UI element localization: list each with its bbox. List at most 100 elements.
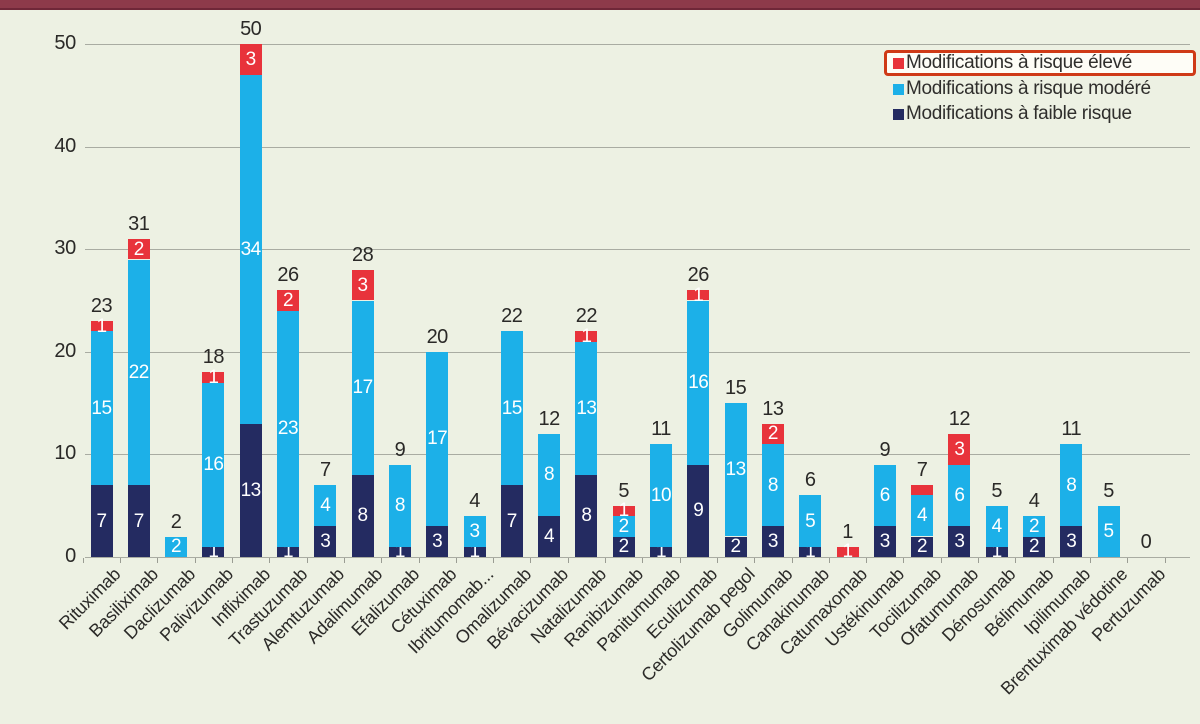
legend-label-faible-risque: Modifications à faible risque <box>906 103 1132 124</box>
x-axis-tick <box>605 558 606 563</box>
bar-segment-value: 8 <box>544 464 555 486</box>
bar-segment: 8 <box>1060 444 1083 527</box>
bar-segment: 2 <box>1023 516 1045 537</box>
bar-total-label: 5 <box>1103 479 1114 502</box>
low-risk-swatch-icon <box>893 108 904 120</box>
bar-total-label: 7 <box>916 459 928 482</box>
bar-segment: 1 <box>985 542 1008 561</box>
bar-segment: 1 <box>687 286 710 305</box>
bar-total-label: 9 <box>394 438 406 461</box>
bar-total-label: 28 <box>351 243 374 266</box>
bar-total-label: 18 <box>202 346 225 369</box>
bar-total-label: 26 <box>687 264 710 287</box>
x-axis-tick <box>1052 558 1054 563</box>
bar-segment: 10 <box>650 444 672 547</box>
bar-segment-value: 8 <box>581 505 592 527</box>
x-axis-tick <box>754 558 756 563</box>
bar-segment-value: 1 <box>96 315 107 337</box>
bar-segment-value: 1 <box>693 284 704 306</box>
bar-segment-value: 10 <box>650 484 672 506</box>
bar-segment-value: 17 <box>352 377 374 399</box>
bar-segment-value: 2 <box>171 536 182 558</box>
bar-total-label: 31 <box>128 212 150 235</box>
bar-segment-value: 3 <box>469 520 480 542</box>
legend-item-risque-modere: Modifications à risque modéré <box>884 77 1196 101</box>
bar-segment-value: 5 <box>1103 520 1115 542</box>
bar-total-label: 20 <box>426 325 449 348</box>
bar-segment: 1 <box>799 542 822 561</box>
bar-segment: 16 <box>687 300 710 465</box>
bar-segment-value: 3 <box>357 274 369 296</box>
x-axis-tick <box>567 558 569 563</box>
bar-total-label: 9 <box>879 438 891 461</box>
x-axis-tick <box>642 558 644 563</box>
x-axis-tick <box>679 558 681 563</box>
bar-segment: 7 <box>500 485 523 557</box>
x-axis-tick <box>343 558 345 563</box>
x-axis-tick <box>791 558 793 563</box>
bar-total-label: 4 <box>1028 490 1040 512</box>
bar-segment: 8 <box>575 474 598 557</box>
y-axis-label: 40 <box>54 134 76 157</box>
bar-segment: 8 <box>388 464 411 547</box>
bar-total-label: 11 <box>1061 418 1082 441</box>
bar-segment-value: 15 <box>501 397 523 419</box>
bar-segment-value: 3 <box>1066 531 1077 553</box>
bar-segment: 6 <box>948 464 971 527</box>
gridline <box>85 249 1190 251</box>
bar-segment: 3 <box>463 516 486 547</box>
bar-segment-value: 3 <box>320 531 331 553</box>
bar-segment: 4 <box>538 516 561 557</box>
x-axis-tick <box>1089 558 1091 563</box>
y-axis-label: 0 <box>65 545 76 567</box>
bar-total-label: 6 <box>804 469 816 492</box>
bar-segment: 4 <box>985 505 1008 547</box>
x-axis-tick <box>530 558 532 563</box>
bar-total-label: 26 <box>277 264 299 287</box>
bar-segment-value: 2 <box>133 238 145 260</box>
bar-segment: 1 <box>277 542 299 561</box>
bar-total-label: 12 <box>538 407 560 430</box>
legend-label-risque-modere: Modifications à risque modéré <box>906 78 1151 99</box>
bar-segment-value: 7 <box>96 510 107 532</box>
bar-segment-value: 17 <box>427 428 448 450</box>
bar-total-label: 11 <box>651 418 671 441</box>
bar-segment: 3 <box>948 433 971 465</box>
bar-segment-value: 6 <box>879 484 891 506</box>
bar-segment-value: 2 <box>917 536 928 558</box>
bar-segment: 3 <box>1060 526 1083 557</box>
moderate-risk-swatch-icon <box>893 83 904 95</box>
legend-item-risque-eleve[interactable]: Modifications à risque élevé <box>884 50 1196 76</box>
bar-segment-value: 5 <box>805 510 816 532</box>
bar-segment-value: 2 <box>1028 536 1040 558</box>
bar-segment-value: 1 <box>842 541 853 563</box>
bar-segment: 13 <box>724 403 747 537</box>
bar-segment: 4 <box>911 495 934 537</box>
bar-segment-value: 16 <box>688 372 709 394</box>
bar-segment: 17 <box>426 351 449 527</box>
bar-segment: 22 <box>127 259 150 486</box>
y-axis-label: 20 <box>54 339 76 362</box>
bar-segment-value: 1 <box>618 500 630 522</box>
x-axis-tick <box>1164 558 1166 563</box>
bar-segment: 3 <box>873 526 896 557</box>
bar-segment: 6 <box>873 464 896 527</box>
bar-segment: 2 <box>612 536 635 557</box>
bar-segment: 3 <box>761 526 784 557</box>
bar-segment: 16 <box>202 382 225 547</box>
bar-segment-value: 3 <box>954 531 965 553</box>
bar-segment-value: 1 <box>655 541 667 563</box>
bar-segment: 2 <box>724 536 747 557</box>
bar-total-label: 12 <box>948 407 971 430</box>
bar-segment-value: 22 <box>128 361 150 383</box>
gridline <box>85 146 1190 148</box>
bar-segment: 1 <box>202 368 225 387</box>
bar-total-label: 1 <box>842 520 853 543</box>
legend-label-risque-eleve: Modifications à risque élevé <box>906 52 1133 73</box>
x-axis-tick <box>418 558 420 563</box>
gridline <box>85 44 1190 45</box>
y-axis-label: 50 <box>54 32 76 54</box>
bar-total-label: 13 <box>762 397 784 420</box>
y-axis-label: 30 <box>54 237 76 260</box>
bar-segment-value: 7 <box>506 510 518 532</box>
